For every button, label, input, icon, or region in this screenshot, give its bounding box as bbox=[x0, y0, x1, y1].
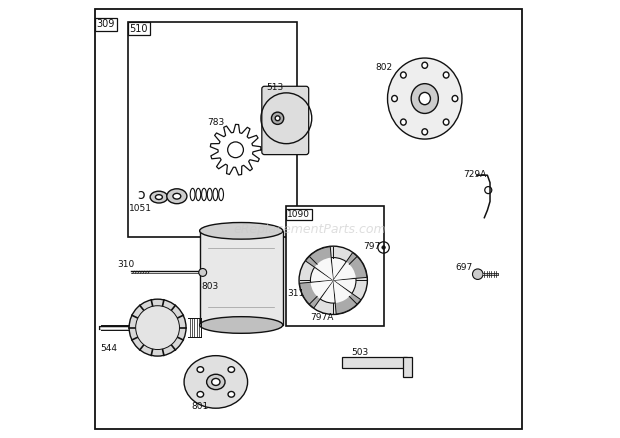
Text: 309: 309 bbox=[97, 19, 115, 29]
Text: eReplacementParts.com: eReplacementParts.com bbox=[234, 223, 386, 237]
Ellipse shape bbox=[392, 95, 397, 102]
Wedge shape bbox=[333, 280, 352, 303]
Text: 310: 310 bbox=[117, 261, 135, 269]
Text: 510: 510 bbox=[130, 24, 148, 34]
Circle shape bbox=[311, 258, 356, 303]
Text: ↄ: ↄ bbox=[138, 188, 145, 202]
Circle shape bbox=[299, 246, 368, 314]
Ellipse shape bbox=[422, 62, 428, 68]
Text: 801: 801 bbox=[192, 402, 209, 411]
Ellipse shape bbox=[228, 367, 234, 372]
Text: 503: 503 bbox=[351, 348, 368, 357]
Wedge shape bbox=[299, 280, 333, 308]
Ellipse shape bbox=[411, 84, 438, 113]
Circle shape bbox=[472, 269, 483, 279]
Text: 1051: 1051 bbox=[129, 204, 152, 212]
Ellipse shape bbox=[197, 367, 203, 372]
Wedge shape bbox=[315, 258, 333, 280]
Ellipse shape bbox=[443, 72, 449, 78]
Ellipse shape bbox=[401, 72, 406, 78]
Ellipse shape bbox=[401, 119, 406, 125]
Circle shape bbox=[129, 299, 186, 356]
Ellipse shape bbox=[173, 193, 181, 199]
Ellipse shape bbox=[443, 119, 449, 125]
Text: 783: 783 bbox=[207, 118, 224, 127]
Ellipse shape bbox=[200, 317, 283, 333]
Ellipse shape bbox=[167, 189, 187, 204]
Bar bbox=[128, 22, 297, 237]
Text: 797: 797 bbox=[363, 242, 381, 251]
Ellipse shape bbox=[422, 129, 428, 135]
Bar bbox=[200, 231, 283, 325]
Ellipse shape bbox=[275, 116, 280, 120]
Ellipse shape bbox=[150, 191, 167, 203]
Text: 729A: 729A bbox=[463, 170, 487, 179]
Ellipse shape bbox=[419, 92, 430, 105]
FancyBboxPatch shape bbox=[262, 86, 309, 155]
Circle shape bbox=[199, 268, 206, 276]
Wedge shape bbox=[333, 262, 356, 280]
Ellipse shape bbox=[206, 374, 225, 390]
Text: 1090: 1090 bbox=[287, 210, 310, 219]
Text: 797A: 797A bbox=[310, 313, 334, 322]
Ellipse shape bbox=[156, 194, 162, 200]
Text: 513: 513 bbox=[266, 83, 283, 92]
Text: 803: 803 bbox=[202, 283, 219, 291]
Bar bbox=[342, 357, 407, 368]
Text: 311: 311 bbox=[287, 289, 304, 298]
Ellipse shape bbox=[452, 95, 458, 102]
Wedge shape bbox=[311, 280, 333, 299]
Ellipse shape bbox=[228, 392, 234, 397]
Circle shape bbox=[136, 306, 179, 350]
Text: 802: 802 bbox=[376, 64, 393, 72]
Text: 697: 697 bbox=[456, 263, 473, 272]
Ellipse shape bbox=[200, 223, 283, 239]
Wedge shape bbox=[333, 280, 361, 314]
Ellipse shape bbox=[272, 112, 284, 124]
Wedge shape bbox=[333, 253, 367, 280]
Ellipse shape bbox=[184, 356, 247, 408]
Ellipse shape bbox=[388, 58, 462, 139]
Circle shape bbox=[382, 246, 386, 249]
Text: 544: 544 bbox=[100, 344, 118, 353]
Wedge shape bbox=[306, 247, 333, 280]
Bar bbox=[286, 206, 384, 326]
Ellipse shape bbox=[197, 392, 203, 397]
Bar bbox=[403, 357, 412, 377]
Ellipse shape bbox=[211, 378, 220, 385]
